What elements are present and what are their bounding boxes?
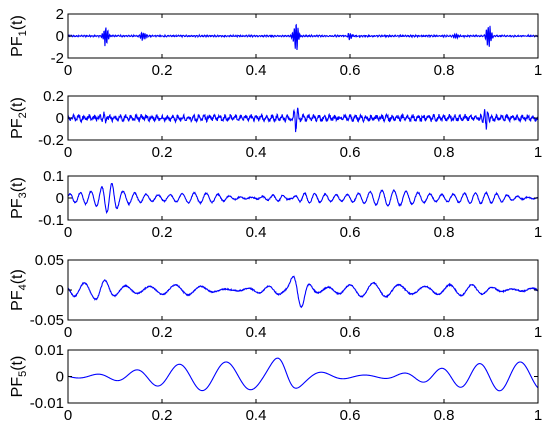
x-tick-label: 0.6 [340,407,361,424]
x-tick-label: 0.8 [434,224,455,241]
x-tick-label: 0.6 [340,62,361,79]
pf3-y-axis-label: PF3(t) [9,177,29,219]
x-tick-label: 0.4 [246,324,267,341]
y-tick-label: 2 [56,6,64,23]
x-tick-label: 1 [534,324,542,341]
x-tick-label: 0 [64,407,72,424]
y-tick-label: 0.2 [43,88,64,105]
x-tick-label: 1 [534,407,542,424]
y-tick-label: 0 [56,282,64,299]
x-tick-label: 1 [534,62,542,79]
x-tick-label: 0 [64,62,72,79]
y-tick-label: 0 [56,190,64,207]
y-tick-label: 0 [56,110,64,127]
pf5-axes-box [67,349,539,404]
x-tick-label: 0.8 [434,144,455,161]
pf5-y-axis-label: PF5(t) [9,356,29,398]
x-tick-label: 0 [64,144,72,161]
x-tick-label: 0.4 [246,407,267,424]
x-tick-label: 0.6 [340,224,361,241]
x-tick-label: 0.6 [340,144,361,161]
y-tick-label: 0.05 [35,252,64,269]
pf4-y-axis-label: PF4(t) [9,269,29,311]
x-tick-label: 0 [64,324,72,341]
x-tick-label: 0.8 [434,62,455,79]
x-tick-label: 1 [534,144,542,161]
pf4-axes-box [67,259,539,321]
x-tick-label: 0.2 [152,324,173,341]
pf3-series-line [67,182,539,215]
y-tick-label: 0.1 [43,168,64,185]
pf5-series-line [67,357,539,392]
y-tick-label: 0 [56,369,64,386]
x-tick-label: 0.4 [246,144,267,161]
x-tick-label: 0 [64,224,72,241]
x-tick-label: 0.2 [152,224,173,241]
pf1-series-line [67,23,539,51]
x-tick-label: 0.4 [246,224,267,241]
y-tick-label: -0.1 [38,212,64,229]
x-tick-label: 0.2 [152,144,173,161]
pf1-y-axis-label: PF1(t) [9,15,29,57]
y-tick-label: -0.2 [38,132,64,149]
x-tick-label: 0.8 [434,324,455,341]
pf2-y-axis-label: PF2(t) [9,97,29,139]
x-tick-label: 0.6 [340,324,361,341]
x-tick-label: 0.8 [434,407,455,424]
pf2-series-line [67,107,539,133]
y-tick-label: -0.01 [30,395,64,412]
x-tick-label: 1 [534,224,542,241]
y-tick-label: -0.05 [30,312,64,329]
pf4-series-line [67,275,539,309]
y-tick-label: -2 [51,50,64,67]
x-tick-label: 0.4 [246,62,267,79]
y-tick-label: 0 [56,28,64,45]
x-tick-label: 0.2 [152,62,173,79]
x-tick-label: 0.2 [152,407,173,424]
y-tick-label: 0.01 [35,342,64,359]
